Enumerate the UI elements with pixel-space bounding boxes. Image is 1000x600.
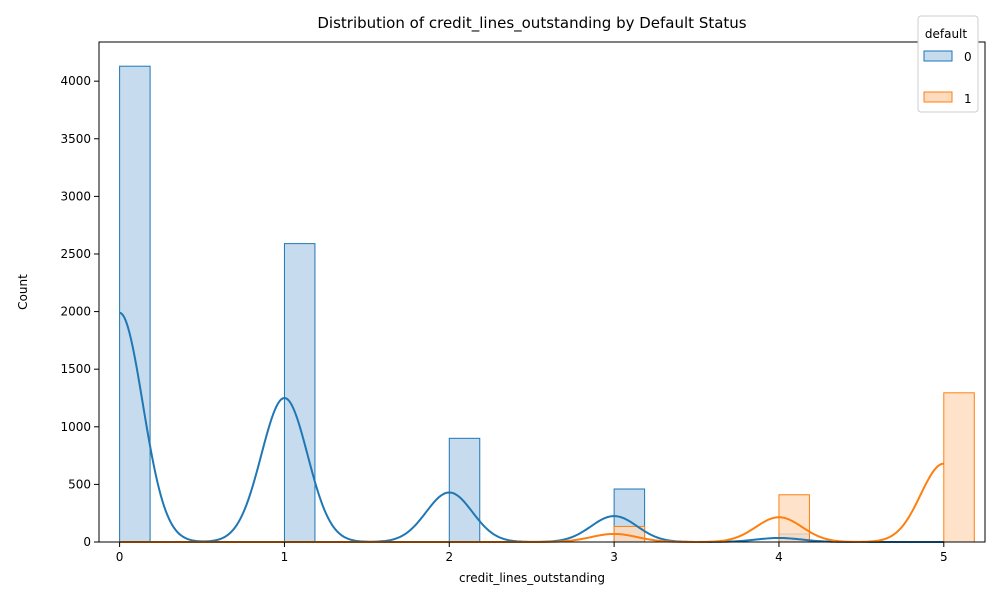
legend: default 0 1: [917, 15, 979, 113]
y-tick-label-1500: 1500: [60, 362, 91, 376]
bar-default-1-x5: [943, 392, 975, 543]
y-tick-label-1000: 1000: [60, 420, 91, 434]
y-axis-label: Count: [16, 274, 30, 310]
legend-title: default: [925, 27, 968, 41]
x-tick-label-2: 2: [445, 550, 453, 564]
y-tick-label-2000: 2000: [60, 305, 91, 319]
y-tick-label-2500: 2500: [60, 247, 91, 261]
bar-default-0-x0: [119, 65, 151, 543]
y-tick-label-4000: 4000: [60, 74, 91, 88]
legend-swatch-1: [923, 91, 953, 103]
x-tick-label-4: 4: [775, 550, 783, 564]
y-tick-label-0: 0: [83, 535, 91, 549]
x-tick-label-5: 5: [940, 550, 948, 564]
x-axis-label: credit_lines_outstanding: [459, 571, 605, 585]
bar-default-0-x2: [448, 437, 481, 543]
y-tick-label-3500: 3500: [60, 132, 91, 146]
chart-title: Distribution of credit_lines_outstanding…: [317, 14, 746, 33]
plot-area: 0 1 2 3 4 5 0 500 1000 1500 2000 2500 3000 3500 4000: [60, 41, 986, 564]
legend-frame: [917, 15, 979, 113]
legend-swatch-0: [923, 50, 953, 62]
kde-line-default-0: [119, 311, 944, 543]
kde-line-default-1: [119, 462, 944, 543]
axes-frame: [98, 41, 986, 543]
y-tick-label-3000: 3000: [60, 189, 91, 203]
y-tick-label-500: 500: [68, 477, 91, 491]
x-tick-label-0: 0: [116, 550, 124, 564]
x-tick-label-1: 1: [281, 550, 289, 564]
x-tick-label-3: 3: [610, 550, 618, 564]
legend-label-0: 0: [964, 50, 972, 64]
legend-label-1: 1: [964, 92, 972, 106]
bar-default-1-x4: [778, 494, 810, 543]
bar-default-0-x1: [283, 243, 316, 543]
